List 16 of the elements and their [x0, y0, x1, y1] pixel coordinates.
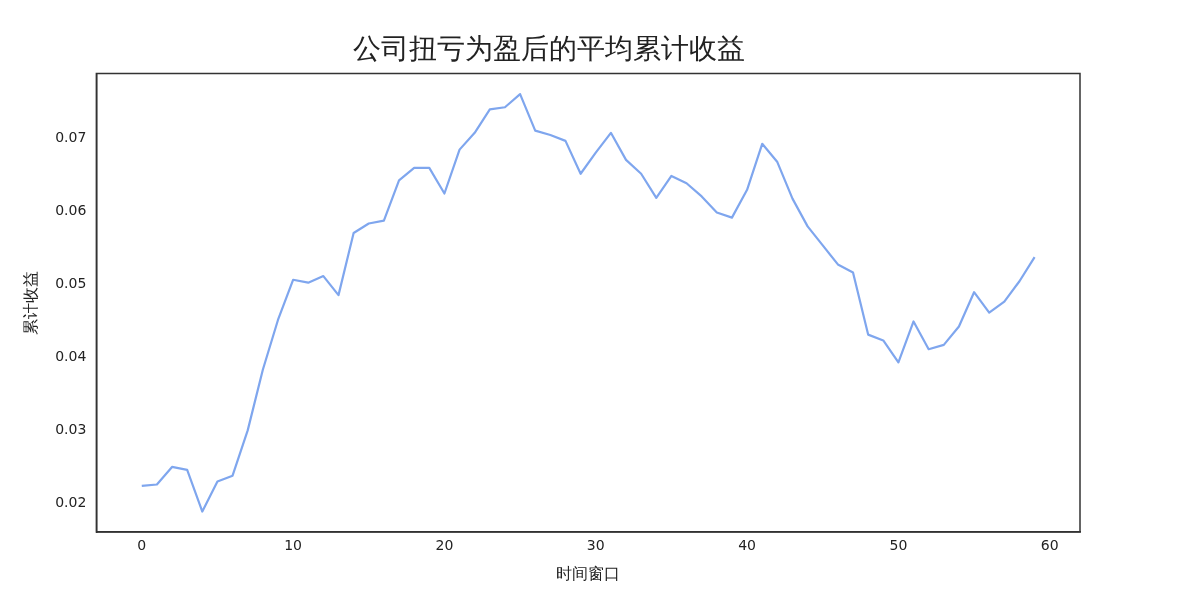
x-axis-title: 时间窗口 [556, 563, 621, 583]
x-tick-label: 50 [889, 537, 908, 554]
x-tick-label: 10 [284, 537, 303, 554]
y-tick-label: 0.07 [55, 128, 87, 145]
chart-title: 公司扭亏为盈后的平均累计收益 [353, 32, 745, 66]
x-tick-label: 40 [738, 537, 756, 554]
y-axis-title: 累计收益 [20, 270, 40, 335]
y-tick-label: 0.02 [55, 494, 87, 511]
y-tick-label: 0.03 [55, 421, 87, 438]
x-tick-label: 0 [137, 537, 147, 554]
x-tick-label: 60 [1040, 537, 1059, 554]
x-tick-label: 20 [435, 537, 454, 554]
x-tick-label: 30 [586, 537, 605, 554]
y-tick-label: 0.05 [55, 274, 87, 291]
y-tick-label: 0.04 [55, 347, 87, 364]
y-tick-label: 0.06 [55, 201, 87, 218]
